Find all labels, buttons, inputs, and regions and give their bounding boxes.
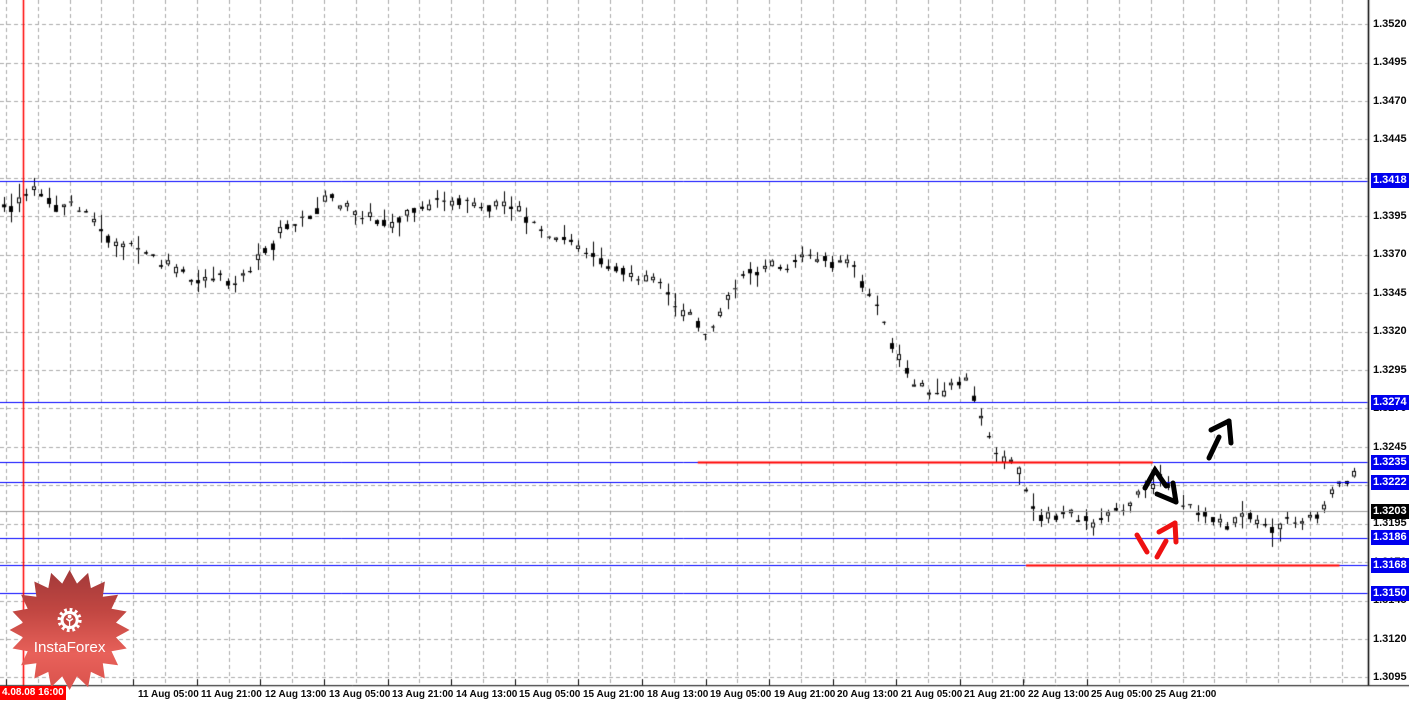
svg-text:InstaForex: InstaForex: [34, 639, 106, 656]
